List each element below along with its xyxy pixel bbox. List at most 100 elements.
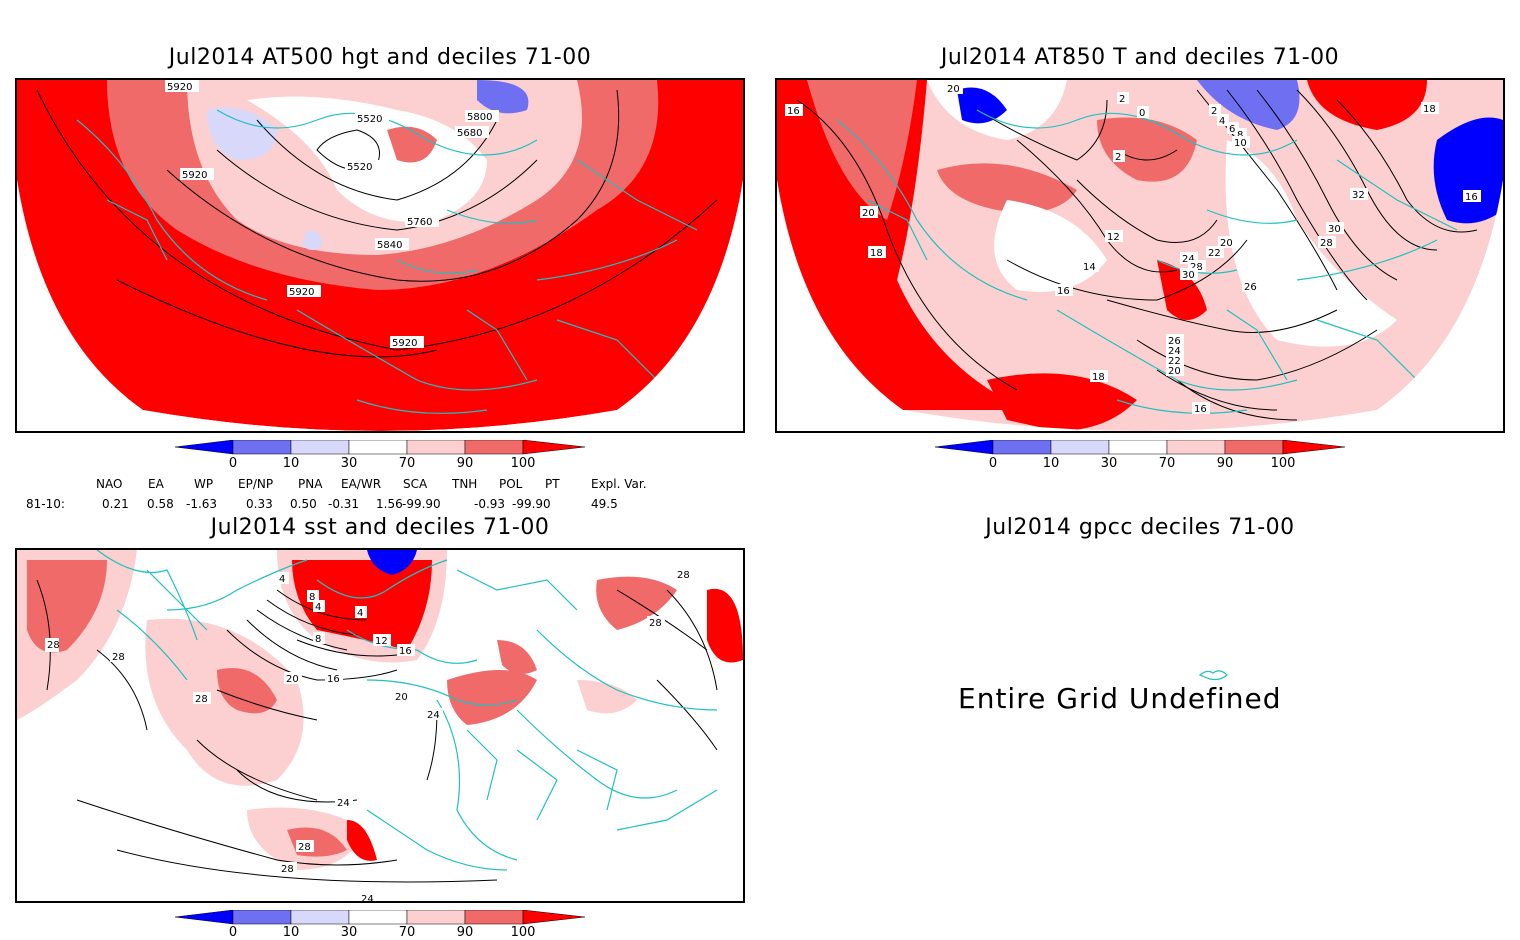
index-header: TNH (452, 477, 478, 491)
hgt-contour-label: 5800 (467, 112, 492, 123)
t850-contour-label: 16 (1057, 286, 1070, 297)
index-header: NAO (96, 477, 123, 491)
gpcc-coast-fragment (1198, 670, 1228, 681)
index-value: -99.90 (402, 497, 441, 511)
sst-contour-label: 16 (399, 646, 412, 657)
index-value: -99.90 (512, 497, 551, 511)
t850-contour-label: 12 (1107, 232, 1120, 243)
index-row-label: 81-10: (26, 497, 65, 511)
colorbar-tick: 0 (988, 456, 998, 471)
t850-contour-label: 16 (787, 106, 800, 117)
colorbar-tick: 10 (282, 456, 300, 471)
t850-contour-label: 4 (1219, 116, 1225, 127)
sst-contour-label: 28 (281, 864, 294, 875)
colorbar-tick: 100 (1270, 456, 1296, 471)
index-header: PT (545, 477, 560, 491)
t850-contour-label: 6 (1229, 124, 1235, 135)
t850-contour-label: 20 (1220, 238, 1233, 249)
sst-contour-label: 28 (677, 570, 690, 581)
indices-header-row: NAO EA WP EP/NP PNA EA/WR SCA TNH POL PT… (0, 477, 700, 492)
index-value: 0.58 (147, 497, 174, 511)
sst-contour-label: 20 (395, 692, 408, 703)
sst-contour-label: 16 (327, 674, 340, 685)
sst-contour-label: 4 (357, 608, 363, 619)
t850-panel-title: Jul2014 AT850 T and deciles 71-00 (940, 45, 1340, 70)
index-value: -1.63 (186, 497, 218, 511)
colorbar-tick: 30 (340, 925, 358, 940)
colorbar-tick: 0 (228, 456, 238, 471)
colorbar-tick: 10 (1042, 456, 1060, 471)
t850-contour-label: 16 (1194, 404, 1207, 415)
sst-colorbar: 0 10 30 70 90 100 (174, 909, 586, 940)
index-value: 0.21 (102, 497, 129, 511)
hgt-contour-label: 5920 (289, 287, 314, 298)
sst-contour-label: 24 (361, 894, 374, 901)
sst-map-canvas: 28 28 28 4 8 4 4 8 12 16 20 16 20 24 24 … (17, 550, 743, 901)
colorbar-tick: 70 (398, 456, 416, 471)
t850-contour-label: 14 (1083, 262, 1096, 273)
hgt-contour-label: 5760 (407, 217, 432, 228)
index-value: 1.56 (376, 497, 403, 511)
gpcc-panel-title: Jul2014 gpcc deciles 71-00 (985, 515, 1295, 540)
t850-contour-label: 28 (1190, 262, 1203, 273)
t850-contour-label: 20 (947, 84, 960, 95)
t850-contour-label: 28 (1320, 238, 1333, 249)
gpcc-undefined-message: Entire Grid Undefined (958, 682, 1282, 715)
colorbar-tick: 90 (1216, 456, 1234, 471)
colorbar-tick: 100 (510, 925, 536, 940)
sst-contour-label: 28 (47, 640, 60, 651)
hgt-contour-label: 5520 (347, 162, 372, 173)
t850-contour-label: 2 (1115, 152, 1121, 163)
sst-contour-label: 28 (195, 694, 208, 705)
hgt-contour-label: 5680 (457, 128, 482, 139)
hgt-contour-label: 5920 (167, 82, 192, 93)
colorbar-tick: 100 (510, 456, 536, 471)
t850-contour-labels: 20 16 2 0 2 4 6 8 10 2 20 18 12 14 16 24… (785, 82, 1481, 415)
index-header: EA/WR (341, 477, 382, 491)
t850-contour-label: 16 (1465, 192, 1478, 203)
index-value: 0.33 (246, 497, 273, 511)
sst-contour-label: 24 (427, 710, 440, 721)
t850-colorbar-ramp (934, 439, 1346, 455)
hgt-panel-title: Jul2014 AT500 hgt and deciles 71-00 (168, 45, 592, 70)
t850-contour-label: 18 (1092, 372, 1105, 383)
t850-contour-label: 2 (1119, 94, 1125, 105)
colorbar-tick: 90 (456, 925, 474, 940)
t850-contour-label: 20 (1168, 366, 1181, 377)
colorbar-tick: 0 (228, 925, 238, 940)
sst-map: 28 28 28 4 8 4 4 8 12 16 20 16 20 24 24 … (15, 548, 745, 903)
hgt-contour-label: 5520 (357, 114, 382, 125)
sst-contour-label: 4 (315, 602, 321, 613)
index-header: EA (148, 477, 164, 491)
colorbar-tick: 10 (282, 925, 300, 940)
t850-contour-label: 10 (1234, 138, 1247, 149)
t850-contour-label: 32 (1352, 190, 1365, 201)
t850-contour-label: 26 (1244, 282, 1257, 293)
t850-contour-label: 22 (1168, 356, 1181, 367)
t850-contour-label: 0 (1139, 108, 1145, 119)
t850-map-canvas: 20 16 2 0 2 4 6 8 10 2 20 18 12 14 16 24… (777, 80, 1503, 431)
sst-contour-label: 4 (279, 574, 285, 585)
sst-contour-labels: 28 28 28 4 8 4 4 8 12 16 20 16 20 24 24 … (45, 568, 693, 901)
index-header: WP (194, 477, 214, 491)
sst-contour-label: 28 (112, 652, 125, 663)
hgt-colorbar: 0 10 30 70 90 100 (174, 439, 586, 480)
colorbar-tick: 70 (398, 925, 416, 940)
colorbar-tick: 70 (1158, 456, 1176, 471)
sst-contour-label: 28 (649, 618, 662, 629)
colorbar-tick: 30 (1100, 456, 1118, 471)
hgt-contour-labels: 5920 5520 5520 5800 5680 5920 5760 5840 … (165, 80, 499, 349)
sst-contour-label: 20 (286, 674, 299, 685)
hgt-contour-label: 5840 (377, 240, 402, 251)
sst-contour-label: 8 (315, 634, 321, 645)
index-header: Expl. Var. (591, 477, 647, 491)
hgt-colorbar-ramp (174, 439, 586, 455)
t850-contour-label: 24 (1182, 254, 1195, 265)
colorbar-tick: 90 (456, 456, 474, 471)
colorbar-tick: 30 (340, 456, 358, 471)
hgt-contour-label: 5920 (392, 338, 417, 349)
t850-contour-label: 2 (1211, 106, 1217, 117)
index-value: -0.93 (474, 497, 506, 511)
sst-contour-label: 24 (337, 798, 350, 809)
sst-panel-title: Jul2014 sst and deciles 71-00 (210, 515, 550, 540)
